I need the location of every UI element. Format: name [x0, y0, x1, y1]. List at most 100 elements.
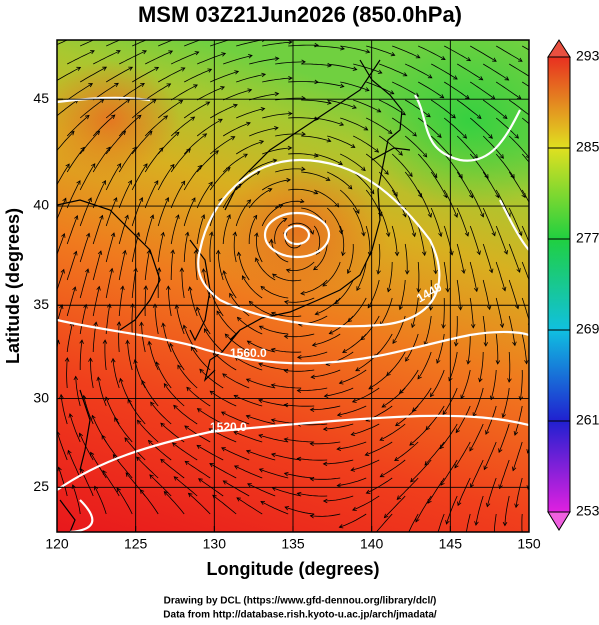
stream-arrow — [296, 355, 302, 360]
stream-arrow — [136, 114, 142, 120]
contour-line — [283, 224, 311, 246]
stream-arrow — [416, 288, 421, 293]
streamline — [469, 81, 496, 100]
streamline — [105, 268, 113, 299]
streamline — [172, 442, 198, 461]
stream-arrow — [248, 300, 254, 306]
stream-arrow — [152, 303, 158, 308]
streamline — [352, 171, 375, 194]
stream-arrow — [489, 395, 495, 401]
streamline — [340, 153, 366, 171]
stream-arrow — [433, 269, 438, 275]
streamline — [284, 369, 315, 372]
streamline — [430, 369, 445, 397]
streamline — [495, 225, 508, 255]
streamline — [534, 496, 536, 526]
stream-arrow — [510, 173, 515, 179]
streamline — [80, 40, 95, 47]
stream-arrow — [461, 269, 466, 275]
streamline — [446, 495, 458, 525]
streamline — [57, 269, 65, 291]
stream-arrow — [453, 75, 458, 80]
stream-arrow — [269, 238, 274, 244]
streamline — [324, 387, 354, 397]
stream-arrow — [288, 111, 293, 116]
streamline — [444, 45, 471, 62]
streamline — [495, 81, 522, 100]
stream-arrow — [143, 285, 148, 290]
stream-arrow — [355, 209, 360, 215]
stream-arrow — [299, 198, 305, 204]
stream-arrow — [164, 197, 170, 202]
streamline — [259, 325, 289, 335]
streamline — [310, 405, 341, 411]
stream-arrow — [438, 232, 443, 238]
stream-arrow — [309, 407, 315, 413]
stream-arrow — [199, 368, 204, 374]
stream-arrow — [338, 229, 344, 235]
streamline — [430, 135, 453, 159]
stream-arrow — [270, 347, 276, 353]
stream-arrow — [326, 138, 332, 143]
streamline — [173, 476, 198, 497]
stream-arrow — [198, 478, 203, 483]
streamline — [443, 117, 467, 139]
stream-arrow — [531, 414, 535, 418]
stream-arrow — [365, 489, 371, 494]
streamline — [514, 405, 523, 436]
stream-arrow — [136, 419, 142, 425]
streamline — [144, 250, 150, 281]
stream-arrow — [532, 522, 536, 526]
stream-arrow — [492, 57, 497, 62]
stream-arrow — [352, 66, 358, 71]
streamline — [508, 243, 521, 273]
x-tick-label: 140 — [360, 536, 384, 552]
stream-arrow — [177, 364, 182, 370]
stream-arrow — [404, 537, 408, 541]
streamline — [92, 82, 119, 101]
streamline — [334, 279, 354, 304]
stream-arrow — [138, 197, 144, 202]
stream-arrow — [253, 214, 258, 220]
stream-arrow — [73, 250, 78, 256]
streamline — [417, 153, 438, 178]
streamline — [499, 459, 510, 489]
stream-arrow — [215, 249, 221, 255]
streamline — [79, 233, 90, 263]
stream-arrow — [338, 524, 344, 529]
x-tick-label: 135 — [281, 536, 305, 552]
stream-arrow — [196, 408, 202, 413]
streamline — [204, 328, 224, 353]
streamline — [448, 351, 458, 381]
stream-arrow — [270, 383, 276, 388]
streamline — [92, 180, 106, 209]
streamline — [457, 477, 471, 506]
stream-arrow — [127, 398, 132, 404]
streamline — [92, 146, 111, 173]
streamline — [284, 404, 315, 407]
streamline — [246, 378, 276, 389]
stream-arrow — [88, 357, 93, 362]
streamline — [384, 495, 406, 518]
streamline — [66, 215, 78, 245]
streamline — [495, 153, 515, 179]
stream-arrow — [379, 436, 385, 441]
stream-arrow — [313, 190, 319, 195]
streamline — [460, 369, 471, 399]
stream-arrow — [301, 166, 306, 172]
stream-arrow — [80, 146, 85, 152]
streamline — [66, 286, 76, 317]
streamline — [373, 333, 393, 358]
streamline — [57, 67, 81, 81]
stream-arrow — [374, 148, 380, 153]
stream-arrow — [283, 471, 289, 477]
streamline — [233, 232, 237, 263]
stream-arrow — [74, 215, 79, 220]
stream-arrow — [364, 451, 370, 457]
stream-arrow — [173, 404, 178, 410]
streamline — [498, 423, 510, 453]
stream-arrow — [130, 34, 134, 38]
stream-arrow — [445, 287, 450, 293]
stream-arrow — [498, 484, 503, 490]
stream-arrow — [415, 517, 420, 523]
